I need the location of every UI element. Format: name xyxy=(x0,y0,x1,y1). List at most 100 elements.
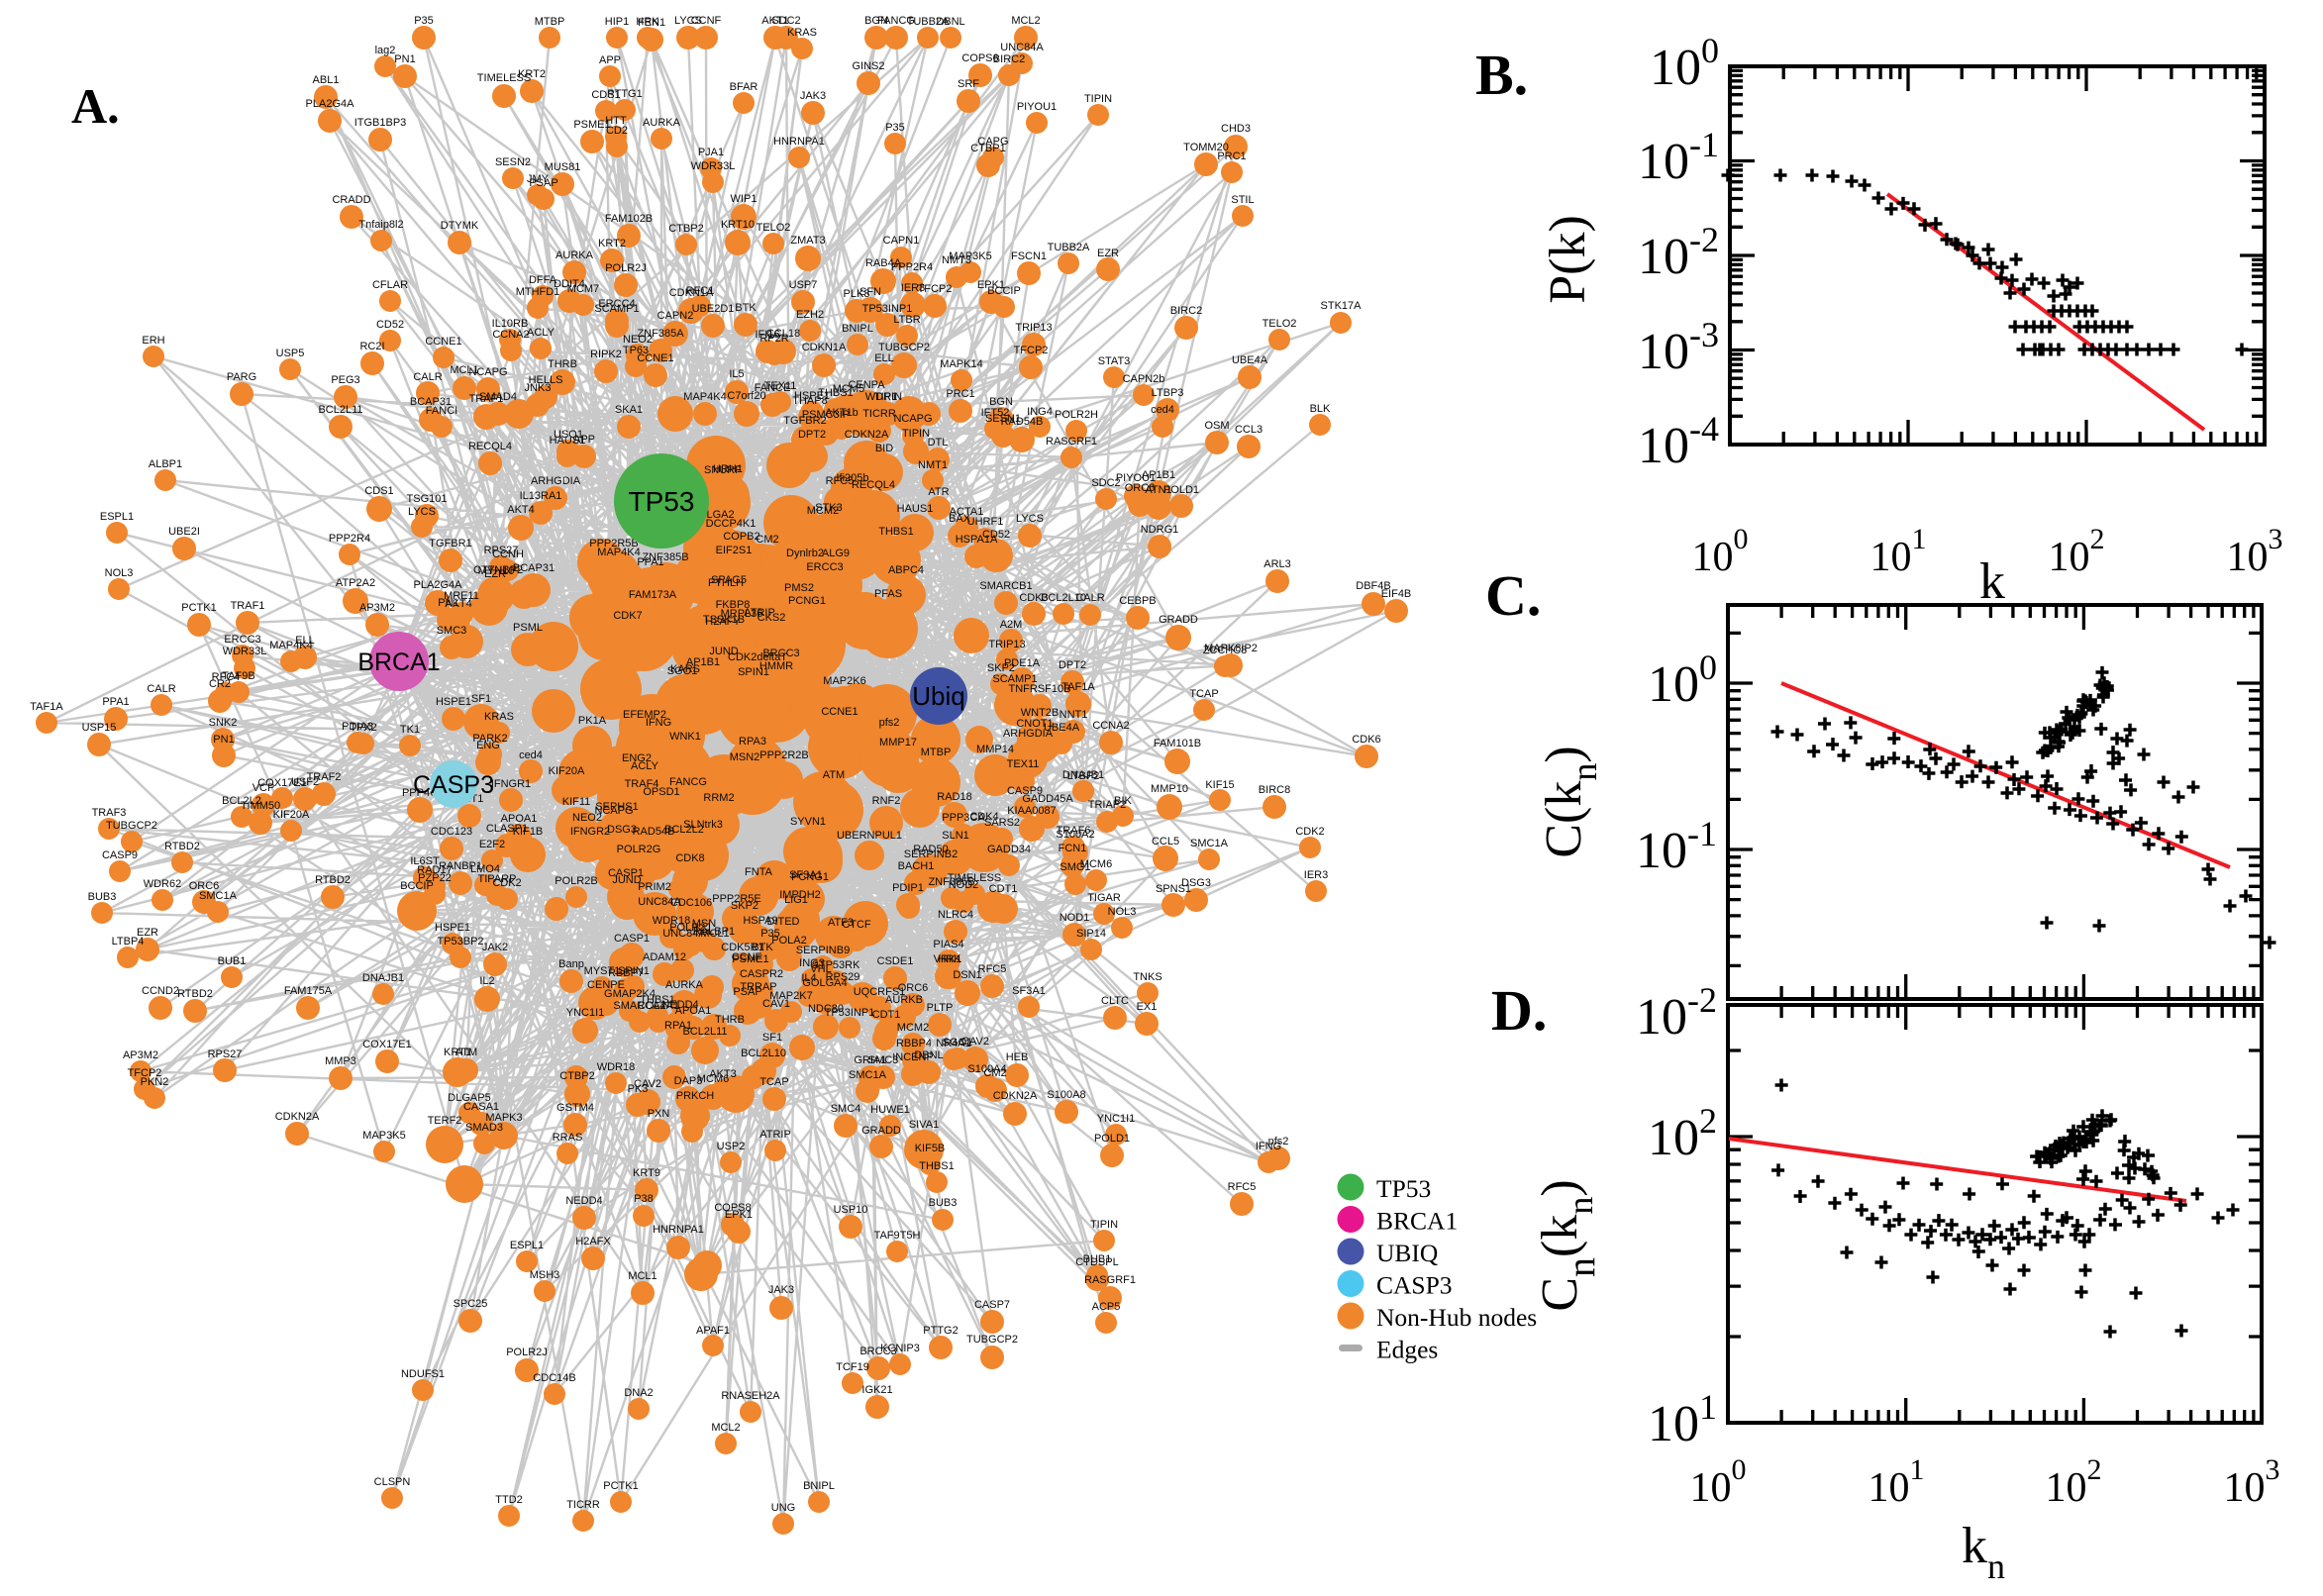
svg-text:PARG: PARG xyxy=(227,371,256,383)
svg-text:BCL2L11: BCL2L11 xyxy=(318,404,362,416)
svg-text:CCL5: CCL5 xyxy=(1152,836,1179,848)
svg-text:CDKN2A: CDKN2A xyxy=(275,1111,320,1123)
svg-text:H2AFX: H2AFX xyxy=(575,1236,611,1247)
svg-text:TIPIN: TIPIN xyxy=(1084,93,1112,105)
svg-text:BNIPL: BNIPL xyxy=(803,1480,835,1492)
svg-text:CD52: CD52 xyxy=(982,529,1010,541)
svg-text:KIF11: KIF11 xyxy=(562,796,591,808)
svg-text:BRCC3: BRCC3 xyxy=(859,1346,896,1357)
svg-text:CALR: CALR xyxy=(413,371,442,383)
svg-text:CDK5R1: CDK5R1 xyxy=(721,942,763,953)
svg-text:DBNL: DBNL xyxy=(936,16,964,28)
svg-text:RFC1: RFC1 xyxy=(686,285,715,297)
svg-text:PCNG1: PCNG1 xyxy=(788,595,826,607)
svg-text:TFCP2: TFCP2 xyxy=(918,283,953,295)
svg-text:AP1B1: AP1B1 xyxy=(1142,469,1175,481)
svg-text:BUB1: BUB1 xyxy=(1083,1253,1112,1265)
svg-text:SPIN1: SPIN1 xyxy=(618,965,650,977)
svg-text:B.: B. xyxy=(1475,43,1528,107)
svg-text:CDC123: CDC123 xyxy=(431,826,472,838)
svg-text:BFAR: BFAR xyxy=(730,81,758,93)
svg-text:RFC5: RFC5 xyxy=(978,963,1007,975)
svg-text:SMG1: SMG1 xyxy=(1060,861,1090,873)
svg-text:FKBP8: FKBP8 xyxy=(716,599,751,611)
svg-text:EZH2: EZH2 xyxy=(796,309,824,321)
svg-text:STK3: STK3 xyxy=(815,502,843,514)
svg-text:MAP4K4: MAP4K4 xyxy=(269,640,312,651)
svg-text:BUB3: BUB3 xyxy=(88,891,117,903)
svg-text:WDR18: WDR18 xyxy=(653,915,691,927)
svg-text:10-3: 10-3 xyxy=(1638,315,1719,380)
svg-text:PFAS: PFAS xyxy=(874,588,902,600)
svg-text:KRAS: KRAS xyxy=(484,711,514,723)
svg-text:POLR2B: POLR2B xyxy=(555,875,597,887)
svg-text:TGFBR2: TGFBR2 xyxy=(783,415,826,427)
svg-text:NLRC4: NLRC4 xyxy=(938,909,973,921)
svg-text:MCM5: MCM5 xyxy=(833,383,864,395)
svg-text:PN1: PN1 xyxy=(213,734,234,746)
svg-text:USO1: USO1 xyxy=(554,429,583,441)
svg-text:NCAPG: NCAPG xyxy=(594,805,633,817)
svg-text:SKP2: SKP2 xyxy=(987,662,1015,674)
svg-text:RP2R: RP2R xyxy=(759,333,788,345)
svg-text:CTTNBP2: CTTNBP2 xyxy=(473,564,523,576)
svg-text:CCNE1: CCNE1 xyxy=(637,352,673,364)
svg-text:10-1: 10-1 xyxy=(1638,125,1719,190)
svg-text:PSME1: PSME1 xyxy=(573,119,610,131)
svg-text:MCM7: MCM7 xyxy=(567,283,599,295)
svg-text:CASPR2: CASPR2 xyxy=(740,968,783,980)
svg-text:HSPE1: HSPE1 xyxy=(436,696,471,708)
svg-text:IER3: IER3 xyxy=(1304,869,1328,881)
svg-text:MRPL36: MRPL36 xyxy=(721,608,763,620)
svg-text:FAM101B: FAM101B xyxy=(1154,738,1201,749)
svg-text:BTK: BTK xyxy=(735,302,757,314)
svg-text:SMC1A: SMC1A xyxy=(849,1069,887,1081)
svg-text:IL4: IL4 xyxy=(801,972,816,984)
svg-text:PPP2R5E: PPP2R5E xyxy=(712,893,761,905)
svg-text:SKA1: SKA1 xyxy=(615,404,643,416)
svg-text:ABPC4: ABPC4 xyxy=(888,564,924,576)
svg-text:DPT2: DPT2 xyxy=(1059,659,1086,671)
svg-text:CTDSPL: CTDSPL xyxy=(1075,1256,1118,1268)
svg-text:FANCE: FANCE xyxy=(755,382,791,394)
svg-text:AURKA: AURKA xyxy=(556,249,594,261)
svg-text:USP2: USP2 xyxy=(717,1141,746,1152)
svg-text:POLD1: POLD1 xyxy=(1163,484,1199,496)
svg-text:HEB: HEB xyxy=(1006,1051,1029,1063)
svg-text:TUBGCP2: TUBGCP2 xyxy=(878,342,930,353)
svg-text:BUB1: BUB1 xyxy=(218,955,247,967)
svg-text:TRAF1: TRAF1 xyxy=(231,600,265,612)
svg-text:CAPN2: CAPN2 xyxy=(657,310,694,322)
svg-text:CENPA: CENPA xyxy=(848,379,885,391)
svg-text:RASGRF1: RASGRF1 xyxy=(1046,436,1097,448)
svg-text:PN1: PN1 xyxy=(438,597,458,609)
svg-text:ATM: ATM xyxy=(455,1047,477,1058)
svg-text:THBS1: THBS1 xyxy=(878,526,913,538)
svg-text:DBNL: DBNL xyxy=(914,1049,943,1061)
svg-text:IL10RB: IL10RB xyxy=(492,318,529,330)
svg-text:NEO2: NEO2 xyxy=(623,334,653,346)
svg-text:Tnfaip8l2: Tnfaip8l2 xyxy=(358,219,403,231)
svg-text:CM2: CM2 xyxy=(756,534,778,546)
svg-text:ARHGDIA: ARHGDIA xyxy=(531,475,581,487)
svg-text:RAD18: RAD18 xyxy=(937,791,971,803)
svg-text:WDR62: WDR62 xyxy=(144,878,182,890)
svg-text:TAF1A: TAF1A xyxy=(1061,681,1095,693)
svg-text:LTBR: LTBR xyxy=(893,314,920,326)
svg-text:MCL1: MCL1 xyxy=(450,364,478,376)
svg-text:PCTK1: PCTK1 xyxy=(603,1480,638,1492)
svg-text:COX17E1: COX17E1 xyxy=(362,1039,412,1050)
svg-text:TRAF4: TRAF4 xyxy=(625,778,659,790)
svg-text:PPA1: PPA1 xyxy=(102,696,129,708)
svg-text:PTTG2: PTTG2 xyxy=(923,1325,958,1337)
svg-text:RALBP1: RALBP1 xyxy=(693,926,735,938)
svg-text:AKT3: AKT3 xyxy=(709,1068,737,1080)
svg-text:C.: C. xyxy=(1485,563,1541,628)
svg-text:HRH1: HRH1 xyxy=(713,463,743,475)
svg-text:SMC4: SMC4 xyxy=(831,1103,861,1115)
svg-text:POLD1: POLD1 xyxy=(1094,1133,1130,1145)
svg-text:CAV1: CAV1 xyxy=(762,998,790,1010)
svg-text:CCNF: CCNF xyxy=(691,15,722,27)
svg-text:ERH: ERH xyxy=(142,335,164,347)
svg-text:PZP22: PZP22 xyxy=(418,872,452,884)
